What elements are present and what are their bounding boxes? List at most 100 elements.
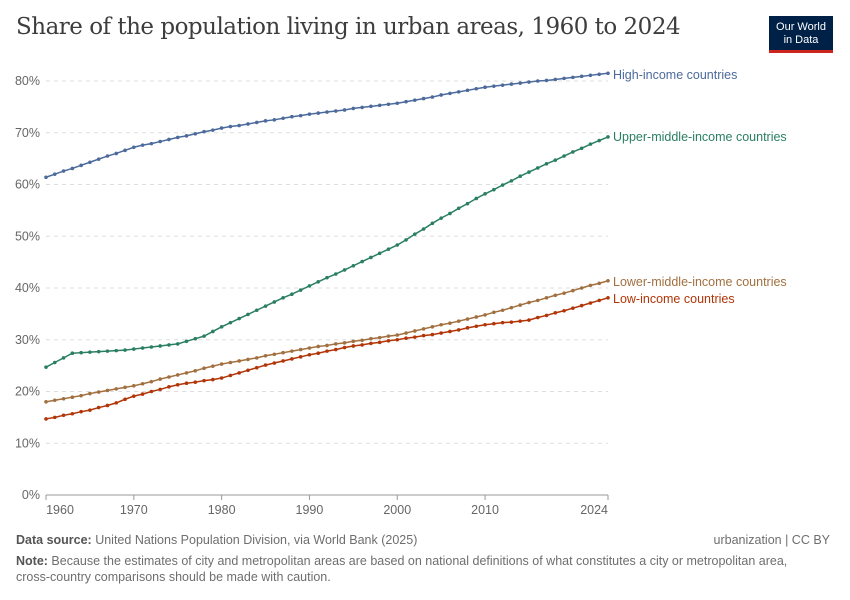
data-point: [96, 390, 101, 394]
data-point: [474, 86, 479, 91]
data-point: [325, 275, 329, 280]
data-point: [448, 211, 452, 216]
data-point: [606, 71, 610, 76]
data-point: [52, 360, 57, 365]
data-point: [105, 403, 110, 408]
chart-title: Share of the population living in urban …: [16, 14, 681, 40]
data-point: [562, 154, 566, 158]
data-point: [430, 332, 435, 337]
y-tick-label: 10%: [15, 436, 40, 450]
data-point: [351, 339, 356, 344]
data-point: [395, 101, 400, 106]
data-point: [342, 345, 347, 350]
data-point: [88, 160, 92, 165]
data-point: [316, 279, 321, 284]
data-point: [360, 105, 364, 110]
data-point: [456, 328, 461, 332]
data-point: [61, 169, 66, 173]
data-point: [325, 110, 329, 114]
data-point: [140, 381, 145, 386]
data-point: [597, 72, 602, 77]
data-point: [325, 343, 329, 348]
data-point: [175, 373, 180, 377]
data-point: [290, 114, 294, 119]
data-point: [342, 108, 347, 112]
note-text: Because the estimates of city and metrop…: [16, 554, 788, 584]
data-point: [500, 83, 505, 87]
data-point: [316, 344, 321, 349]
data-point: [246, 312, 250, 317]
data-point: [518, 174, 522, 179]
data-point: [483, 85, 487, 90]
data-point: [360, 343, 364, 347]
data-point: [140, 392, 145, 396]
data-point: [44, 417, 48, 421]
data-point: [413, 329, 417, 333]
data-point: [562, 76, 566, 81]
series-line: [45, 297, 609, 420]
data-point: [430, 325, 435, 329]
series-line: [45, 136, 609, 368]
data-point: [377, 340, 382, 345]
data-point: [158, 139, 162, 144]
data-point: [395, 337, 400, 342]
data-point: [430, 221, 435, 226]
data-point: [527, 170, 531, 174]
data-point: [439, 93, 443, 97]
data-point: [535, 166, 540, 170]
data-point: [456, 319, 461, 323]
data-point: [518, 303, 522, 307]
data-point: [579, 74, 584, 79]
data-point: [492, 187, 496, 192]
data-point: [553, 158, 558, 162]
y-tick-label: 20%: [15, 385, 40, 399]
data-point: [167, 375, 171, 379]
data-point: [553, 311, 558, 315]
data-point: [430, 95, 435, 99]
data-point: [290, 349, 294, 353]
data-point: [377, 335, 382, 340]
data-point: [351, 106, 356, 111]
data-point: [114, 151, 119, 156]
data-point: [70, 166, 75, 171]
x-tick-label: 1980: [208, 503, 236, 517]
data-point: [167, 385, 171, 389]
data-point: [167, 343, 171, 347]
data-point: [509, 305, 514, 310]
data-point: [404, 336, 408, 340]
data-point: [456, 206, 461, 211]
data-point: [492, 310, 496, 315]
data-point: [333, 109, 338, 113]
data-point: [123, 397, 127, 402]
y-tick-label: 40%: [15, 281, 40, 295]
data-point: [114, 387, 119, 391]
y-tick-label: 0%: [22, 488, 40, 502]
data-point: [413, 232, 417, 236]
data-point: [298, 288, 303, 292]
data-point: [535, 298, 540, 303]
data-point: [571, 288, 575, 293]
data-point: [316, 351, 321, 356]
data-point: [413, 98, 417, 102]
data-point: [386, 338, 391, 343]
data-point: [114, 401, 119, 405]
logo-line2: in Data: [783, 34, 819, 46]
data-point: [500, 320, 505, 325]
data-point: [377, 103, 382, 108]
source-text: United Nations Population Division, via …: [91, 533, 418, 547]
data-point: [88, 350, 92, 354]
data-point: [219, 126, 224, 130]
data-point: [351, 344, 356, 348]
owid-logo[interactable]: Our World in Data: [769, 16, 833, 53]
data-point: [404, 99, 408, 104]
data-point: [474, 324, 479, 329]
x-tick-label: 1960: [46, 503, 74, 517]
license[interactable]: urbanization | CC BY: [713, 533, 831, 547]
data-point: [369, 341, 373, 346]
data-point: [193, 131, 198, 136]
data-point: [351, 263, 356, 268]
data-point: [527, 300, 531, 305]
data-point: [175, 342, 180, 346]
data-point: [342, 341, 347, 345]
